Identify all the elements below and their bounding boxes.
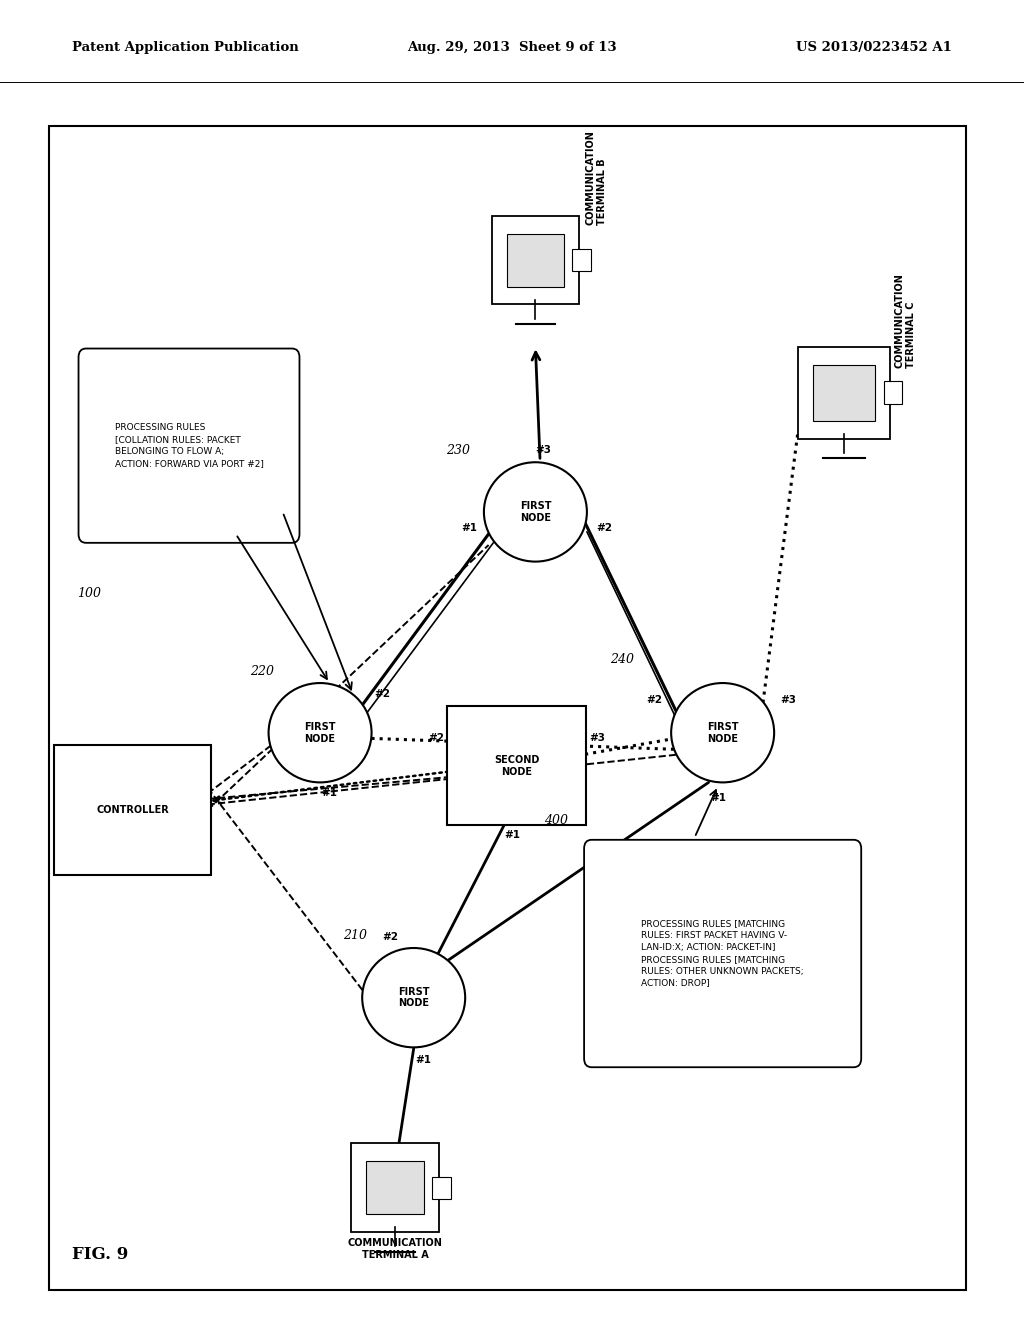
FancyBboxPatch shape bbox=[492, 216, 579, 305]
FancyBboxPatch shape bbox=[432, 1176, 451, 1199]
Text: COMMUNICATION
TERMINAL B: COMMUNICATION TERMINAL B bbox=[586, 129, 607, 224]
Text: #1: #1 bbox=[462, 524, 477, 533]
Text: #2: #2 bbox=[646, 694, 662, 705]
FancyBboxPatch shape bbox=[79, 348, 299, 543]
Ellipse shape bbox=[362, 948, 465, 1047]
Text: #2: #2 bbox=[382, 932, 398, 942]
Ellipse shape bbox=[671, 682, 774, 783]
Text: #1: #1 bbox=[504, 830, 520, 840]
Text: FIG. 9: FIG. 9 bbox=[72, 1246, 128, 1263]
Text: #2: #2 bbox=[375, 689, 390, 700]
Text: Patent Application Publication: Patent Application Publication bbox=[72, 41, 298, 54]
Text: PROCESSING RULES
[COLLATION RULES: PACKET
BELONGING TO FLOW A;
ACTION: FORWARD V: PROCESSING RULES [COLLATION RULES: PACKE… bbox=[115, 424, 263, 467]
Text: CONTROLLER: CONTROLLER bbox=[96, 805, 169, 814]
FancyBboxPatch shape bbox=[572, 249, 591, 271]
Text: FIRST
NODE: FIRST NODE bbox=[304, 722, 336, 743]
Text: #1: #1 bbox=[322, 788, 338, 797]
Text: 100: 100 bbox=[77, 587, 100, 601]
Text: COMMUNICATION
TERMINAL A: COMMUNICATION TERMINAL A bbox=[347, 1238, 442, 1261]
Text: COMMUNICATION
TERMINAL C: COMMUNICATION TERMINAL C bbox=[894, 273, 916, 368]
Text: #3: #3 bbox=[590, 733, 606, 743]
Text: 230: 230 bbox=[446, 444, 470, 457]
FancyBboxPatch shape bbox=[48, 125, 966, 1290]
FancyBboxPatch shape bbox=[367, 1162, 424, 1214]
FancyBboxPatch shape bbox=[584, 840, 861, 1068]
Text: 240: 240 bbox=[610, 653, 634, 667]
FancyBboxPatch shape bbox=[507, 234, 564, 286]
Text: PROCESSING RULES [MATCHING
RULES: FIRST PACKET HAVING V-
LAN-ID:X; ACTION: PACKE: PROCESSING RULES [MATCHING RULES: FIRST … bbox=[641, 920, 804, 987]
Text: SECOND
NODE: SECOND NODE bbox=[494, 755, 540, 776]
Ellipse shape bbox=[484, 462, 587, 561]
Text: #3: #3 bbox=[535, 445, 551, 454]
Text: 220: 220 bbox=[250, 664, 273, 677]
Text: 400: 400 bbox=[544, 813, 568, 826]
Text: Aug. 29, 2013  Sheet 9 of 13: Aug. 29, 2013 Sheet 9 of 13 bbox=[408, 41, 616, 54]
Text: #1: #1 bbox=[710, 793, 726, 804]
FancyBboxPatch shape bbox=[884, 381, 902, 404]
Text: #1: #1 bbox=[415, 1055, 431, 1065]
FancyBboxPatch shape bbox=[813, 364, 876, 421]
Text: 210: 210 bbox=[343, 929, 368, 942]
Text: FIRST
NODE: FIRST NODE bbox=[519, 502, 551, 523]
FancyBboxPatch shape bbox=[54, 744, 212, 875]
FancyBboxPatch shape bbox=[351, 1143, 438, 1232]
Ellipse shape bbox=[268, 682, 372, 783]
Text: #2: #2 bbox=[429, 733, 444, 743]
Text: FIRST
NODE: FIRST NODE bbox=[707, 722, 738, 743]
FancyBboxPatch shape bbox=[799, 347, 890, 438]
Text: US 2013/0223452 A1: US 2013/0223452 A1 bbox=[797, 41, 952, 54]
FancyBboxPatch shape bbox=[447, 706, 586, 825]
Text: #3: #3 bbox=[780, 694, 797, 705]
Text: #2: #2 bbox=[596, 524, 612, 533]
Text: FIRST
NODE: FIRST NODE bbox=[398, 987, 429, 1008]
